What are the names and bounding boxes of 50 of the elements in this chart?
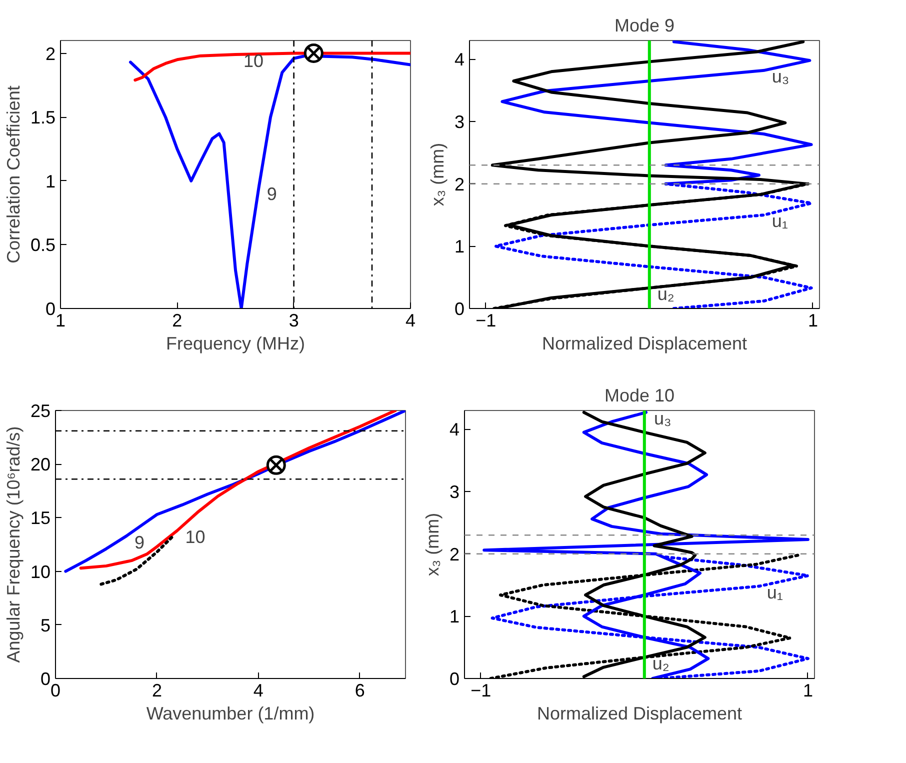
annotation: u₂ <box>652 653 670 674</box>
x-tick-label: 6 <box>354 680 365 700</box>
y-tick-label: 3 <box>449 482 460 502</box>
annotation: u₃ <box>772 66 790 86</box>
line-series <box>482 410 810 678</box>
x-tick-label: −1 <box>476 310 496 330</box>
x-tick-label: 4 <box>253 680 264 700</box>
y-tick-label: 3 <box>454 112 465 132</box>
annotation: u₁ <box>772 211 788 232</box>
x-axis-title: Normalized Displacement <box>536 704 742 724</box>
y-tick-label: 4 <box>449 420 460 440</box>
x-tick-label: 1 <box>808 310 818 330</box>
y-tick-label: 25 <box>30 401 51 421</box>
y-tick-label: 2 <box>454 174 465 194</box>
x-tick-label: 1 <box>802 680 813 700</box>
y-tick-label: 2 <box>449 544 460 564</box>
y-tick-label: 10 <box>30 562 51 582</box>
y-tick-label: 1 <box>454 236 465 257</box>
x-axis-title: Frequency (MHz) <box>166 334 306 354</box>
y-tick-label: 4 <box>454 50 465 70</box>
line-series <box>100 535 174 586</box>
chart-title: Mode 9 <box>614 16 675 36</box>
y-tick-label: 1 <box>449 606 460 627</box>
x-axis-title: Wavenumber (1/mm) <box>146 704 315 724</box>
x-tick-label: −1 <box>470 680 492 700</box>
y-axis-title: Angular Frequency (10⁶rad/s) <box>3 426 24 663</box>
y-tick-label: 20 <box>30 454 51 475</box>
annotation: u₂ <box>657 284 674 304</box>
chart-title: Mode 10 <box>604 386 675 406</box>
y-tick-label: 5 <box>40 615 51 636</box>
annotation: 10 <box>185 527 206 548</box>
annotation: u₁ <box>766 582 783 602</box>
y-axis-title: x₃ (mm) <box>427 142 448 206</box>
y-tick-label: 1.5 <box>30 108 56 128</box>
line-series <box>134 52 410 82</box>
x-axis-title: Normalized Displacement <box>542 334 748 354</box>
annotation: 10 <box>244 51 264 72</box>
x-tick-label: 2 <box>152 680 162 700</box>
x-tick-label: 2 <box>172 310 182 330</box>
annotation: 9 <box>266 184 277 204</box>
x-tick-label: 4 <box>405 310 416 330</box>
y-tick-label: 2 <box>45 44 56 64</box>
y-tick-label: 0.5 <box>30 235 56 256</box>
y-tick-label: 1 <box>45 171 56 192</box>
y-tick-label: 15 <box>30 508 51 528</box>
y-axis-title: Correlation Coefficient <box>3 86 24 264</box>
annotation: u₃ <box>654 408 672 428</box>
x-tick-label: 3 <box>288 310 299 330</box>
y-axis-title: x₃ (mm) <box>422 512 442 576</box>
annotation: 9 <box>134 532 145 552</box>
